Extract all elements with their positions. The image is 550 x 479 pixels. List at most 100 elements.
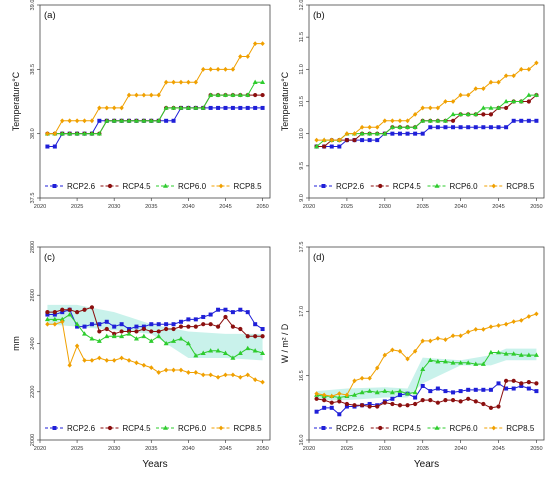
data-point: [201, 66, 206, 72]
data-point: [216, 105, 221, 110]
data-point: [481, 326, 486, 332]
x-tick-label: 2040: [182, 204, 194, 210]
data-point: [156, 329, 161, 334]
data-point: [178, 367, 184, 373]
x-tick-label: 2045: [492, 446, 504, 452]
series-rcp45: [314, 378, 539, 410]
legend-marker: [218, 425, 224, 431]
data-point: [111, 333, 117, 339]
data-point: [458, 333, 463, 339]
data-point: [359, 131, 365, 136]
data-point: [89, 322, 94, 327]
y-tick-label: 2400: [30, 337, 36, 349]
legend-marker: [52, 184, 57, 188]
data-point: [104, 326, 109, 332]
data-point: [104, 357, 109, 363]
data-point: [260, 350, 266, 355]
data-point: [238, 54, 243, 59]
data-point: [141, 333, 147, 339]
data-point: [126, 118, 132, 123]
data-point: [260, 92, 265, 98]
data-point: [314, 396, 319, 401]
data-point: [458, 111, 464, 117]
data-point: [178, 105, 184, 110]
y-tick-label: 37.5: [30, 193, 36, 204]
data-point: [186, 79, 191, 85]
data-point: [208, 322, 213, 327]
x-tick-label: 2030: [108, 446, 120, 452]
data-point: [450, 360, 456, 365]
series-line: [316, 62, 537, 141]
data-point: [496, 404, 501, 409]
data-point: [450, 99, 456, 104]
data-point: [451, 390, 456, 395]
data-point: [156, 370, 161, 375]
data-point: [111, 118, 117, 123]
data-point: [337, 412, 342, 417]
data-point: [171, 105, 177, 110]
legend-label: RCP4.5: [393, 182, 422, 191]
data-point: [420, 131, 425, 136]
data-point: [465, 92, 471, 98]
data-point: [67, 311, 73, 317]
data-point: [389, 124, 395, 130]
data-point: [208, 348, 214, 353]
data-point: [390, 401, 395, 407]
uncertainty-band: [47, 304, 263, 361]
x-tick-label: 2025: [71, 446, 83, 452]
data-point: [511, 118, 516, 123]
series-rcp60: [44, 311, 266, 360]
data-point: [193, 324, 198, 329]
data-point: [428, 105, 433, 111]
y-tick-label: 17.5: [299, 242, 305, 253]
data-point: [450, 118, 456, 123]
legend-marker: [52, 426, 57, 430]
data-point: [352, 403, 357, 408]
data-point: [67, 362, 72, 368]
data-point: [405, 118, 410, 124]
data-point: [45, 312, 50, 317]
data-point: [171, 79, 176, 85]
data-point: [260, 79, 266, 84]
data-point: [164, 118, 169, 123]
data-point: [52, 310, 57, 315]
data-point: [344, 131, 350, 137]
data-point: [352, 131, 357, 137]
data-point: [443, 389, 448, 394]
legend-label: RCP4.5: [123, 424, 152, 433]
data-point: [201, 322, 206, 327]
data-point: [149, 329, 154, 334]
data-point: [193, 317, 198, 322]
data-point: [185, 340, 191, 346]
data-point: [435, 105, 441, 111]
x-tick-label: 2025: [341, 446, 353, 452]
legend-marker: [434, 425, 440, 430]
data-point: [97, 118, 102, 123]
data-point: [465, 329, 471, 335]
data-point: [252, 41, 258, 46]
data-point: [526, 99, 531, 104]
x-tick-label: 2025: [341, 204, 353, 210]
data-point: [52, 321, 58, 327]
data-point: [96, 131, 102, 136]
data-point: [215, 66, 221, 72]
data-point: [60, 118, 65, 124]
data-point: [390, 118, 395, 124]
legend-label: RCP2.6: [336, 424, 365, 433]
data-point: [435, 358, 441, 364]
x-tick-label: 2040: [454, 446, 466, 452]
data-point: [223, 66, 228, 72]
data-point: [208, 372, 213, 378]
x-tick-label: 2050: [530, 446, 542, 452]
series-line: [47, 94, 263, 135]
data-point: [382, 400, 387, 405]
legend-marker: [321, 184, 326, 188]
data-point: [397, 403, 403, 408]
data-point: [435, 400, 440, 405]
data-point: [156, 333, 162, 339]
data-point: [178, 79, 184, 85]
data-point: [428, 338, 433, 344]
y-tick-label: 39.0: [30, 0, 36, 10]
data-point: [443, 337, 448, 343]
